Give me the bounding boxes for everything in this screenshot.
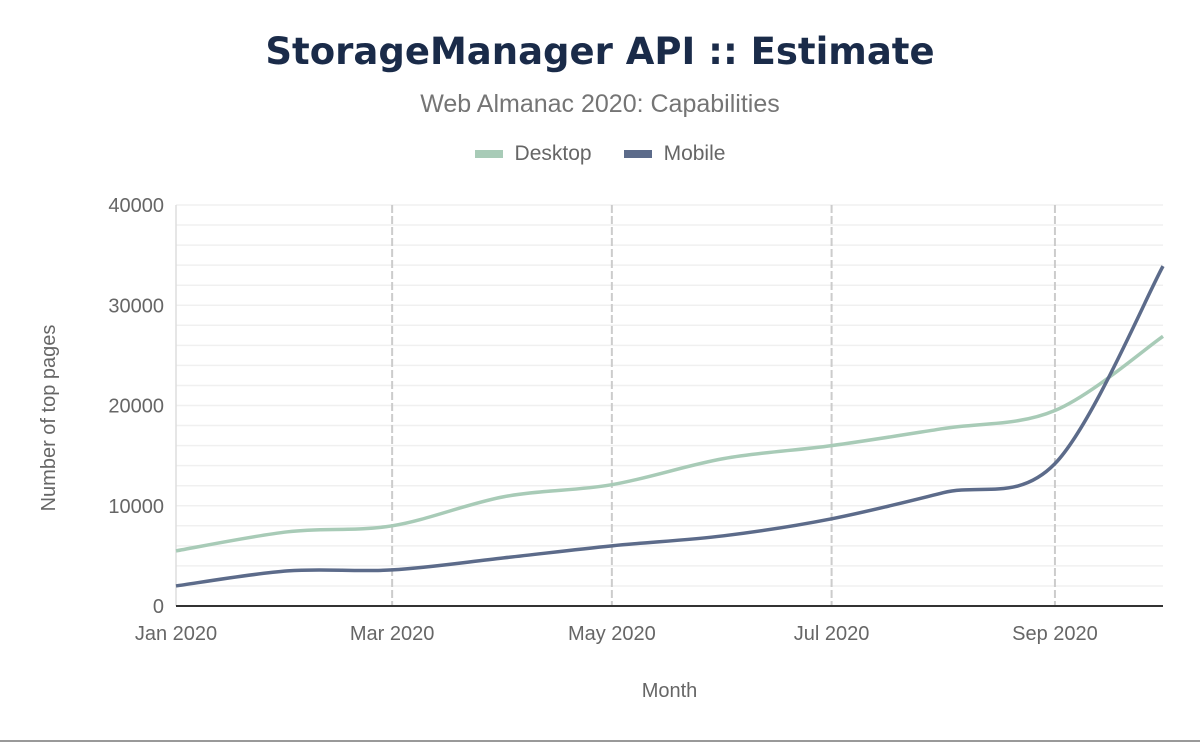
legend-swatch-mobile	[623, 150, 652, 158]
bottom-border	[0, 740, 1200, 742]
chart-title: StorageManager API :: Estimate	[265, 30, 935, 73]
legend-label-desktop: Desktop	[514, 142, 592, 165]
series-line-desktop	[175, 334, 1164, 553]
x-tick-label: May 2020	[568, 623, 656, 645]
legend-item-mobile[interactable]: Mobile	[623, 142, 726, 166]
x-tick-label: Mar 2020	[350, 623, 435, 645]
y-tick-label: 0	[153, 596, 164, 618]
x-tick-label: Jan 2020	[135, 623, 217, 645]
legend: Desktop Mobile	[0, 142, 1200, 166]
legend-item-desktop[interactable]: Desktop	[474, 142, 592, 166]
chart-subtitle: Web Almanac 2020: Capabilities	[420, 90, 780, 118]
x-tick-label: Sep 2020	[1012, 623, 1098, 645]
y-tick-label: 10000	[108, 496, 164, 518]
x-axis-label: Month	[642, 680, 698, 702]
y-tick-label: 40000	[108, 195, 164, 217]
y-axis-label: Number of top pages	[38, 325, 60, 512]
y-tick-label: 20000	[108, 396, 164, 418]
legend-label-mobile: Mobile	[663, 142, 726, 165]
x-tick-label: Jul 2020	[794, 623, 870, 645]
series-line-mobile	[175, 265, 1165, 588]
legend-swatch-desktop	[474, 150, 503, 158]
y-tick-label: 30000	[108, 295, 164, 317]
